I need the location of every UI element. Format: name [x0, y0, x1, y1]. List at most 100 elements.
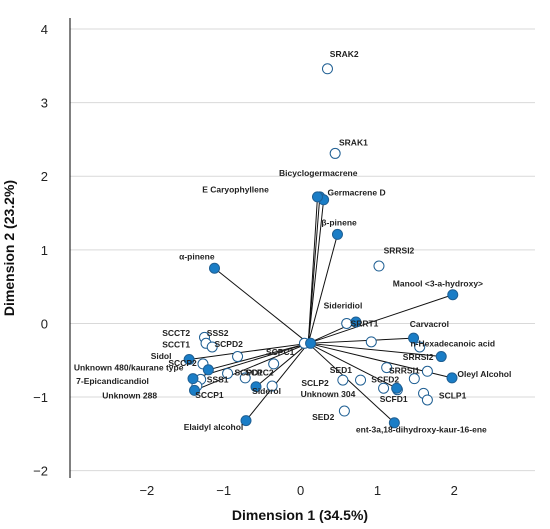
point-label: β-pinene: [321, 218, 357, 228]
point-label: SSS2: [207, 328, 229, 338]
sample-point: [421, 365, 433, 377]
variable-point: [189, 384, 201, 396]
sample-point: [378, 382, 390, 394]
point-label: Manool <3-a-hydroxy>: [393, 279, 483, 289]
sample-point: [329, 147, 341, 159]
point-label: SED1: [330, 365, 352, 375]
variable-point: [331, 228, 343, 240]
variable-point: [187, 373, 199, 385]
variable-point: [208, 262, 220, 274]
variable-point: [388, 417, 400, 429]
point-label: Sidol: [151, 351, 172, 361]
sample-point: [268, 358, 280, 370]
variable-vector: [245, 342, 309, 421]
variable-vector: [214, 267, 309, 344]
variable-point: [350, 316, 362, 328]
point-label: Elaidyl alcohol: [184, 422, 244, 432]
x-tick-label: 2: [451, 483, 458, 498]
point-label: SCFD2: [371, 374, 399, 384]
sample-points: [191, 63, 433, 417]
point-label: SRRSI2: [403, 352, 434, 362]
sample-point: [222, 367, 234, 379]
variable-point: [240, 415, 252, 427]
point-label: SSS1: [207, 374, 229, 384]
point-label: ent-3a,18-dihydroxy-kaur-16-ene: [356, 424, 487, 434]
point-label: n-Hexadecanoic acid: [410, 338, 495, 348]
point-label: SRRSI2: [384, 246, 415, 256]
sample-point: [338, 405, 350, 417]
point-label: Unknown 288: [102, 391, 157, 401]
point-label: α-pinene: [179, 251, 215, 261]
point-label: SCPD1: [234, 368, 263, 378]
variable-vector: [307, 199, 325, 344]
point-label: Unknown 304: [301, 389, 356, 399]
sample-point: [421, 394, 433, 406]
y-tick-label: −1: [33, 390, 48, 405]
variable-point: [435, 351, 447, 363]
point-labels: SRAK2 SRAK1 Bicyclogermacrene E Caryophylle…: [74, 49, 512, 434]
point-label: SCPC2: [245, 368, 274, 378]
y-tick-label: −2: [33, 464, 48, 479]
point-label: SCCT1: [162, 340, 190, 350]
point-label: E Caryophyllene: [202, 184, 269, 194]
y-tick-label: 0: [41, 316, 48, 331]
point-label: SCLP2: [301, 378, 329, 388]
y-tick-label: 3: [41, 96, 48, 111]
point-label: SRAK1: [339, 137, 368, 147]
x-tick-label: 1: [374, 483, 381, 498]
point-label: Bicyclogermacrene: [279, 168, 358, 178]
variable-point: [311, 191, 323, 203]
variable-vector: [208, 342, 309, 371]
variable-points: [183, 191, 459, 429]
y-tick-label: 4: [41, 22, 48, 37]
point-label: SCLP1: [439, 391, 467, 401]
point-label: SRRT1: [351, 318, 379, 328]
sample-point: [321, 63, 333, 75]
point-label: SCPC1: [266, 347, 295, 357]
point-label: SCCT2: [162, 328, 190, 338]
x-axis-title: Dimension 1 (34.5%): [232, 507, 368, 523]
variable-point: [447, 289, 459, 301]
point-label: SCFD1: [380, 394, 408, 404]
x-tick-label: −2: [139, 483, 154, 498]
point-label: Siderol: [252, 386, 281, 396]
sample-point: [381, 362, 393, 374]
variable-point: [446, 372, 458, 384]
variable-vector: [307, 196, 318, 344]
x-tick-label: −1: [216, 483, 231, 498]
variable-vector: [308, 342, 397, 389]
point-label: Carvacrol: [410, 319, 449, 329]
grid-lines: [70, 28, 535, 472]
y-tick-label: 1: [41, 243, 48, 258]
y-axis-title: Dimension 2 (23.2%): [1, 180, 17, 316]
sample-point: [408, 373, 420, 385]
tick-labels: −2 −1 0 1 2 3 4 −2 −1 0 1 2: [33, 22, 458, 498]
variable-vector: [308, 337, 414, 344]
point-label: SRRSI1: [389, 365, 420, 375]
point-label: Oleyl Alcohol: [457, 369, 511, 379]
variable-point: [250, 381, 262, 393]
variable-vector: [308, 294, 453, 344]
variable-point: [202, 364, 214, 376]
variable-point: [305, 337, 317, 349]
variable-vector: [189, 342, 309, 360]
variable-vector: [255, 342, 309, 388]
variable-point: [391, 382, 403, 394]
sample-point: [355, 374, 367, 386]
point-label: 7-Epicandicandiol: [76, 376, 149, 386]
point-label: SRAK2: [330, 49, 359, 59]
sample-point: [337, 374, 349, 386]
sample-point: [239, 372, 251, 384]
point-label: Germacrene D: [327, 187, 385, 197]
point-label: SCPD2: [214, 339, 243, 349]
point-label: SCCP2: [168, 358, 197, 368]
point-label: Unknown 480/kaurane type: [74, 363, 184, 373]
variable-vector: [308, 342, 442, 358]
variable-vector: [194, 342, 309, 391]
point-label: SED2: [312, 412, 334, 422]
y-tick-label: 2: [41, 169, 48, 184]
point-label: SCCP1: [195, 390, 224, 400]
variable-point: [408, 332, 420, 344]
sample-point: [206, 341, 218, 353]
